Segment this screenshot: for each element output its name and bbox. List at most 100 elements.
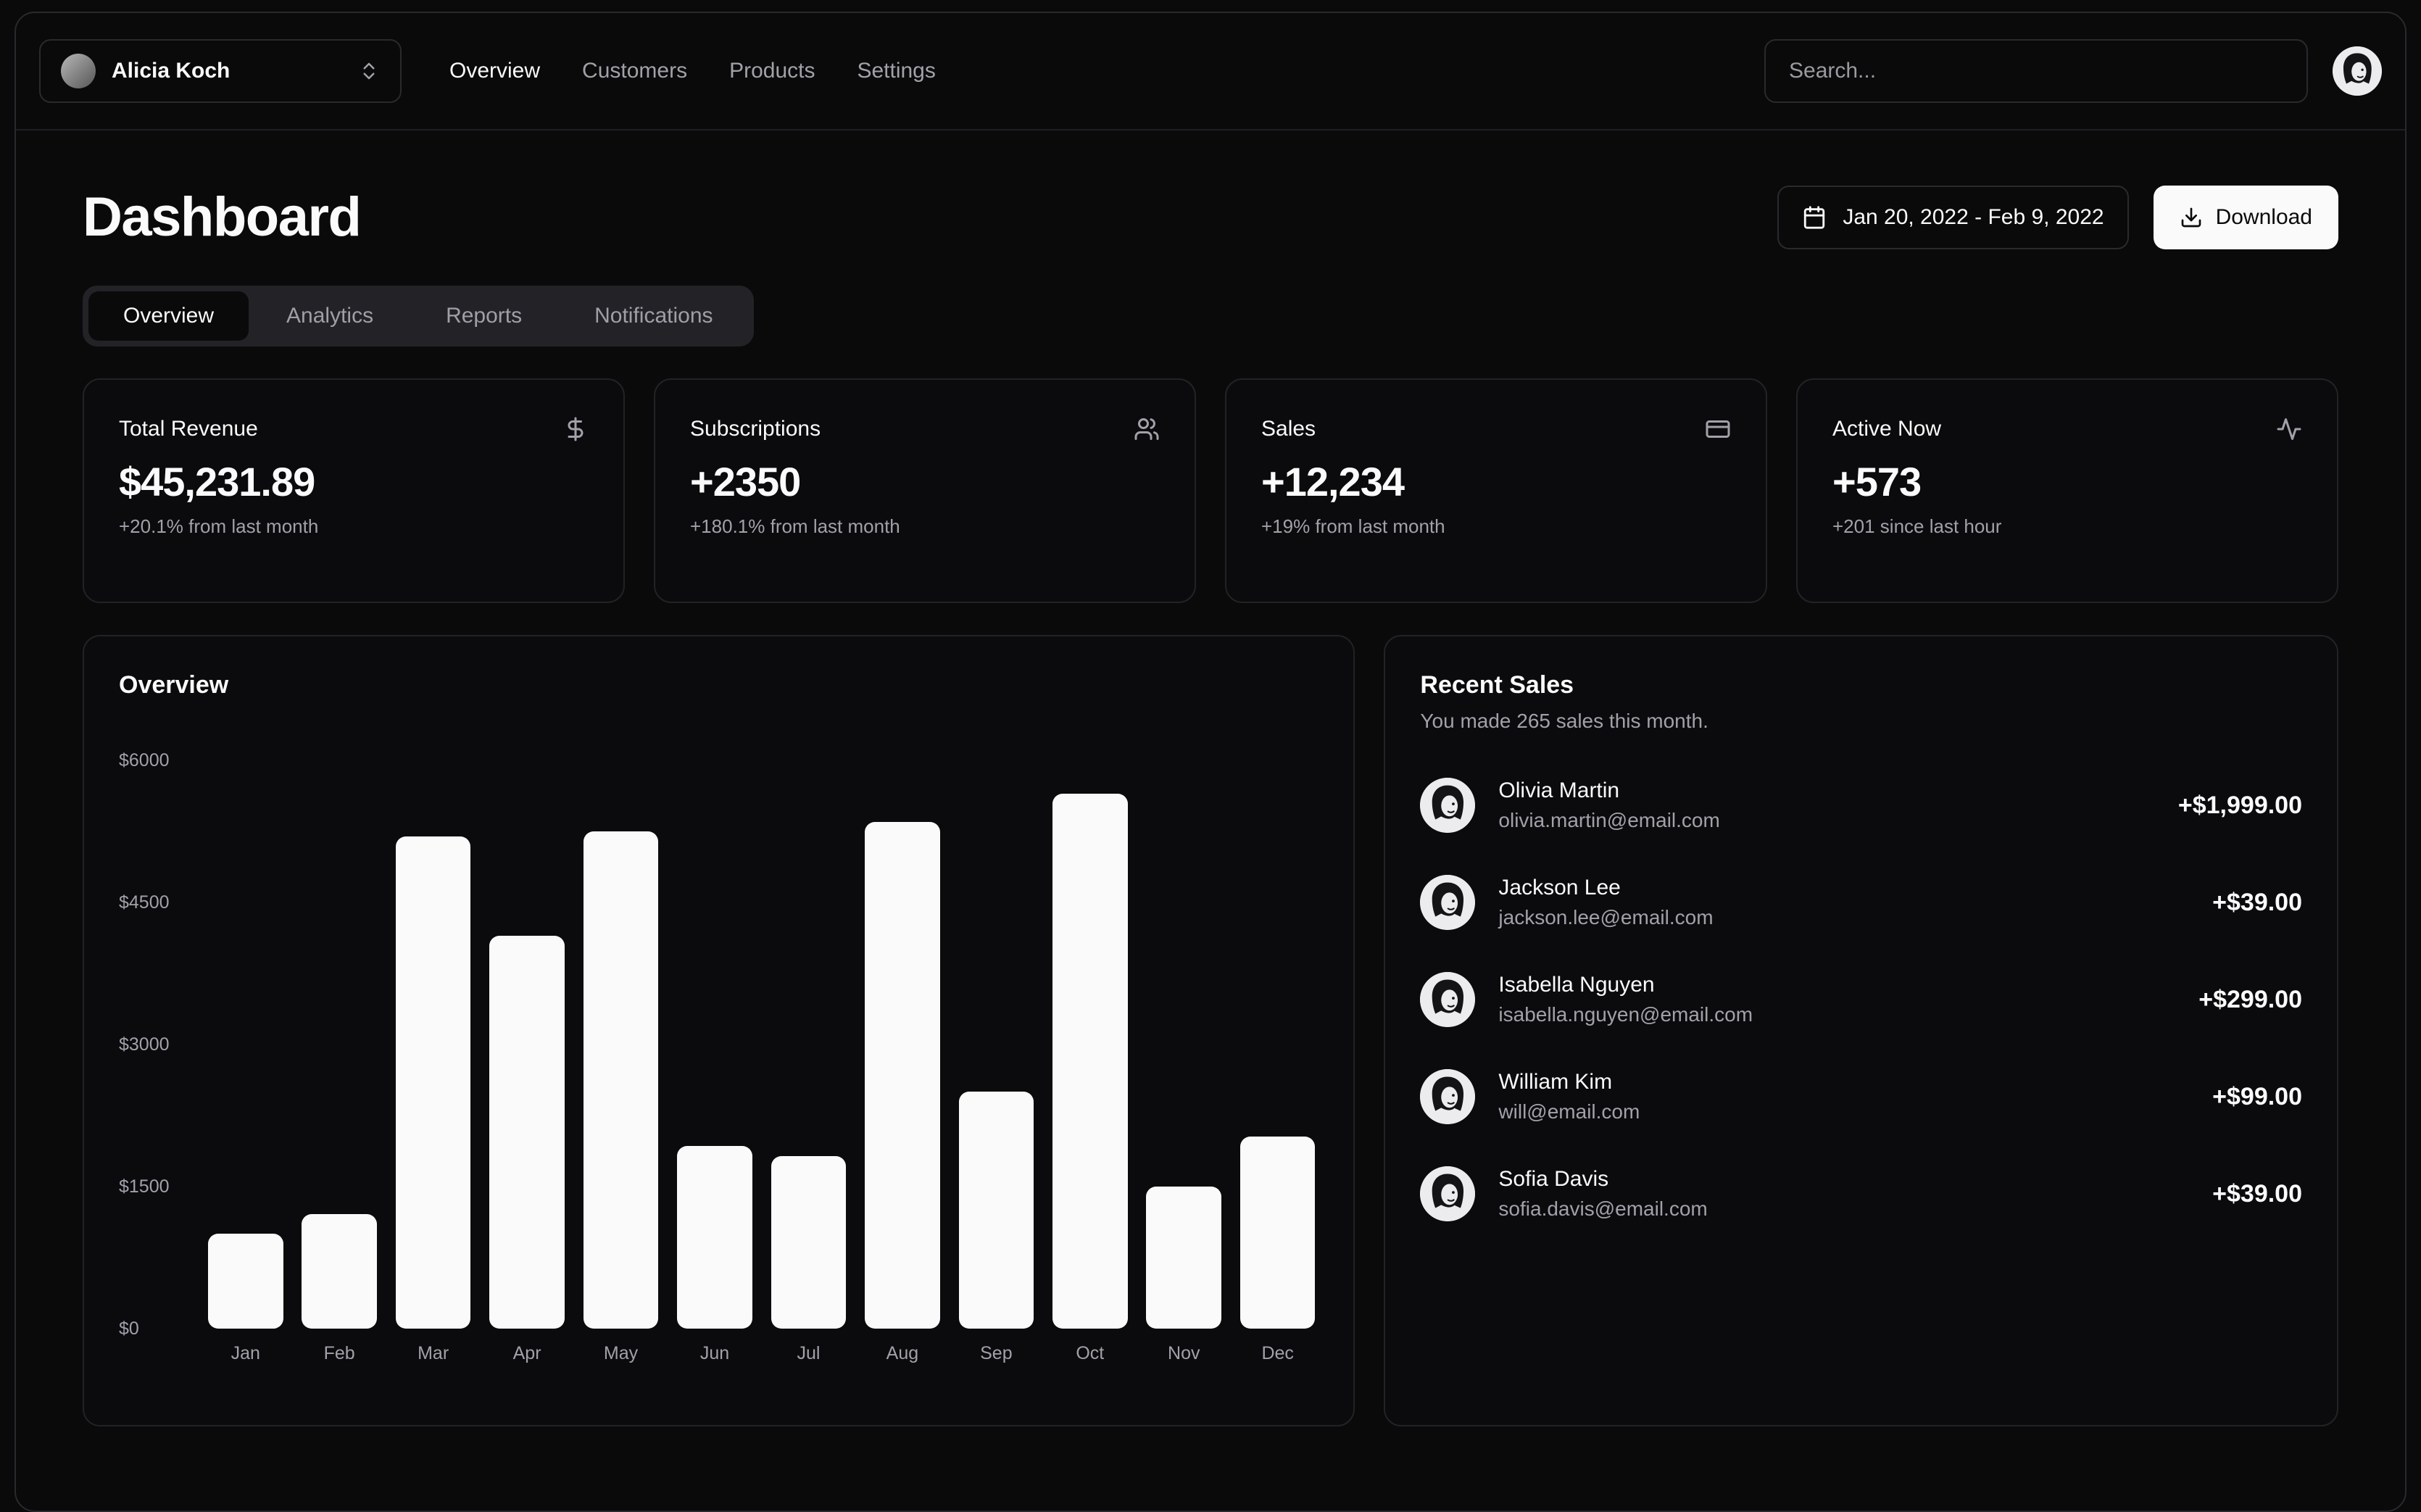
overview-chart-card: Overview $6000 $4500 $3000 $1500 $0 Jan Feb Ma… xyxy=(83,635,1355,1426)
stat-card-total-revenue: Total Revenue $45,231.89 +20.1% from last … xyxy=(83,378,625,603)
sale-amount: +$39.00 xyxy=(2212,888,2302,916)
chevrons-up-down-icon xyxy=(363,62,375,80)
avatar xyxy=(1420,972,1476,1027)
x-axis-label: Nov xyxy=(1168,1342,1200,1363)
nav-link-settings[interactable]: Settings xyxy=(857,59,936,83)
tab-overview[interactable]: Overview xyxy=(88,291,249,341)
stat-card-sales: Sales +12,234 +19% from last month xyxy=(1225,378,1767,603)
avatar xyxy=(1420,778,1476,833)
chart-bar xyxy=(207,1234,283,1329)
person-illustration xyxy=(1420,778,1476,833)
chart-bar xyxy=(1052,794,1128,1329)
chart-bar-slot: Sep xyxy=(950,760,1043,1378)
x-axis-label: Jun xyxy=(699,1342,730,1363)
chart-bar xyxy=(583,831,659,1329)
x-axis-label: Oct xyxy=(1076,1342,1105,1363)
chart-bar-slot: May xyxy=(574,760,668,1378)
recent-sales-header: Recent Sales You made 265 sales this mon… xyxy=(1385,636,2337,733)
chart-bar xyxy=(1146,1187,1222,1329)
revenue-bar-chart: $6000 $4500 $3000 $1500 $0 Jan Feb Mar Apr May Ju… xyxy=(84,750,1353,1378)
tab-notifications[interactable]: Notifications xyxy=(560,291,747,341)
sale-email: olivia.martin@email.com xyxy=(1498,809,1720,831)
sale-amount: +$99.00 xyxy=(2212,1082,2302,1110)
x-axis-label: Dec xyxy=(1261,1342,1294,1363)
person-illustration xyxy=(1420,972,1476,1027)
nav-link-products[interactable]: Products xyxy=(729,59,815,83)
sale-name: Sofia Davis xyxy=(1498,1167,1609,1191)
chart-bar xyxy=(865,822,940,1329)
download-button[interactable]: Download xyxy=(2153,186,2338,249)
stat-title: Subscriptions xyxy=(690,417,821,441)
x-axis-label: Mar xyxy=(418,1342,449,1363)
sale-row: Jackson Lee jackson.lee@email.com +$39.00 xyxy=(1420,875,2302,930)
x-axis-label: Jan xyxy=(231,1342,260,1363)
activity-icon xyxy=(2277,418,2301,440)
sale-name: William Kim xyxy=(1498,1070,1613,1094)
nav-link-overview[interactable]: Overview xyxy=(449,59,541,83)
avatar xyxy=(1420,875,1476,930)
nav-link-customers[interactable]: Customers xyxy=(582,59,688,83)
y-axis-tick: $1500 xyxy=(119,1176,170,1197)
user-avatar[interactable] xyxy=(2333,46,2382,96)
x-axis-label: Jul xyxy=(797,1342,821,1363)
chart-bar-slot: Feb xyxy=(292,760,386,1378)
chart-bar xyxy=(677,1146,752,1329)
sale-email: sofia.davis@email.com xyxy=(1498,1197,1708,1220)
y-axis-tick: $6000 xyxy=(119,750,170,770)
y-axis-tick: $3000 xyxy=(119,1034,170,1055)
chart-card-header: Overview xyxy=(84,636,1353,699)
search-input[interactable] xyxy=(1764,39,2308,103)
app-frame: Alicia Koch Overview Customers Products … xyxy=(14,12,2407,1512)
stat-card-subscriptions: Subscriptions +2350 +180.1% from last mont… xyxy=(654,378,1196,603)
stat-change: +19% from last month xyxy=(1261,515,1445,537)
dashboard-main: Dashboard Jan 20, 2022 - Feb 9, 2022 Dow… xyxy=(16,183,2405,1426)
chart-bar-slot: Jul xyxy=(762,760,855,1378)
stat-change: +180.1% from last month xyxy=(690,515,900,537)
person-illustration xyxy=(1420,1069,1476,1124)
sale-row: Sofia Davis sofia.davis@email.com +$39.00 xyxy=(1420,1166,2302,1221)
chart-bar-slot: Nov xyxy=(1137,760,1231,1378)
team-avatar xyxy=(61,54,96,88)
chart-bar xyxy=(302,1214,377,1329)
chart-bar xyxy=(395,836,471,1329)
content-row: Overview $6000 $4500 $3000 $1500 $0 Jan Feb Ma… xyxy=(83,635,2338,1426)
stat-value: +2350 xyxy=(690,459,801,504)
recent-sales-title: Recent Sales xyxy=(1420,671,1574,699)
date-range-picker[interactable]: Jan 20, 2022 - Feb 9, 2022 xyxy=(1777,186,2129,249)
x-axis-label: Feb xyxy=(323,1342,355,1363)
page-title: Dashboard xyxy=(83,186,362,248)
stat-change: +201 since last hour xyxy=(1832,515,2002,537)
sale-amount: +$1,999.00 xyxy=(2177,791,2302,819)
y-axis-tick: $4500 xyxy=(119,892,170,913)
stat-card-active-now: Active Now +573 +201 since last hour xyxy=(1796,378,2338,603)
tabs-list: Overview Analytics Reports Notifications xyxy=(83,286,754,346)
chart-bar-slot: Aug xyxy=(855,760,949,1378)
sale-email: will@email.com xyxy=(1498,1100,1640,1123)
stat-value: +12,234 xyxy=(1261,459,1405,504)
stat-value: +573 xyxy=(1832,459,1922,504)
person-illustration xyxy=(2333,46,2382,96)
chart-bar xyxy=(1239,1137,1316,1329)
chart-card-title: Overview xyxy=(119,671,229,699)
top-nav: Alicia Koch Overview Customers Products … xyxy=(16,13,2405,130)
chart-bar-slot: Jun xyxy=(668,760,761,1378)
header-actions: Jan 20, 2022 - Feb 9, 2022 Download xyxy=(1777,186,2338,249)
team-switcher[interactable]: Alicia Koch xyxy=(39,39,402,103)
dollar-sign-icon xyxy=(568,417,584,441)
sale-row: William Kim will@email.com +$99.00 xyxy=(1420,1069,2302,1124)
chart-bar xyxy=(771,1156,847,1329)
tab-analytics[interactable]: Analytics xyxy=(252,291,408,341)
tab-reports[interactable]: Reports xyxy=(411,291,557,341)
chart-bar-slot: Apr xyxy=(480,760,573,1378)
chart-bar-slot: Dec xyxy=(1231,760,1324,1378)
sale-row: Olivia Martin olivia.martin@email.com +$1,… xyxy=(1420,778,2302,833)
team-name: Alicia Koch xyxy=(112,59,231,83)
sale-row: Isabella Nguyen isabella.nguyen@email.com… xyxy=(1420,972,2302,1027)
nav-right xyxy=(1764,39,2382,103)
main-nav: Overview Customers Products Settings xyxy=(449,59,936,83)
chart-plot-area: Jan Feb Mar Apr May Jun Jul Aug Sep Oct Nov Dec xyxy=(199,760,1324,1378)
stat-change: +20.1% from last month xyxy=(119,515,319,537)
x-axis-label: Apr xyxy=(512,1342,541,1363)
download-label: Download xyxy=(2215,205,2312,229)
person-illustration xyxy=(1420,1166,1476,1221)
